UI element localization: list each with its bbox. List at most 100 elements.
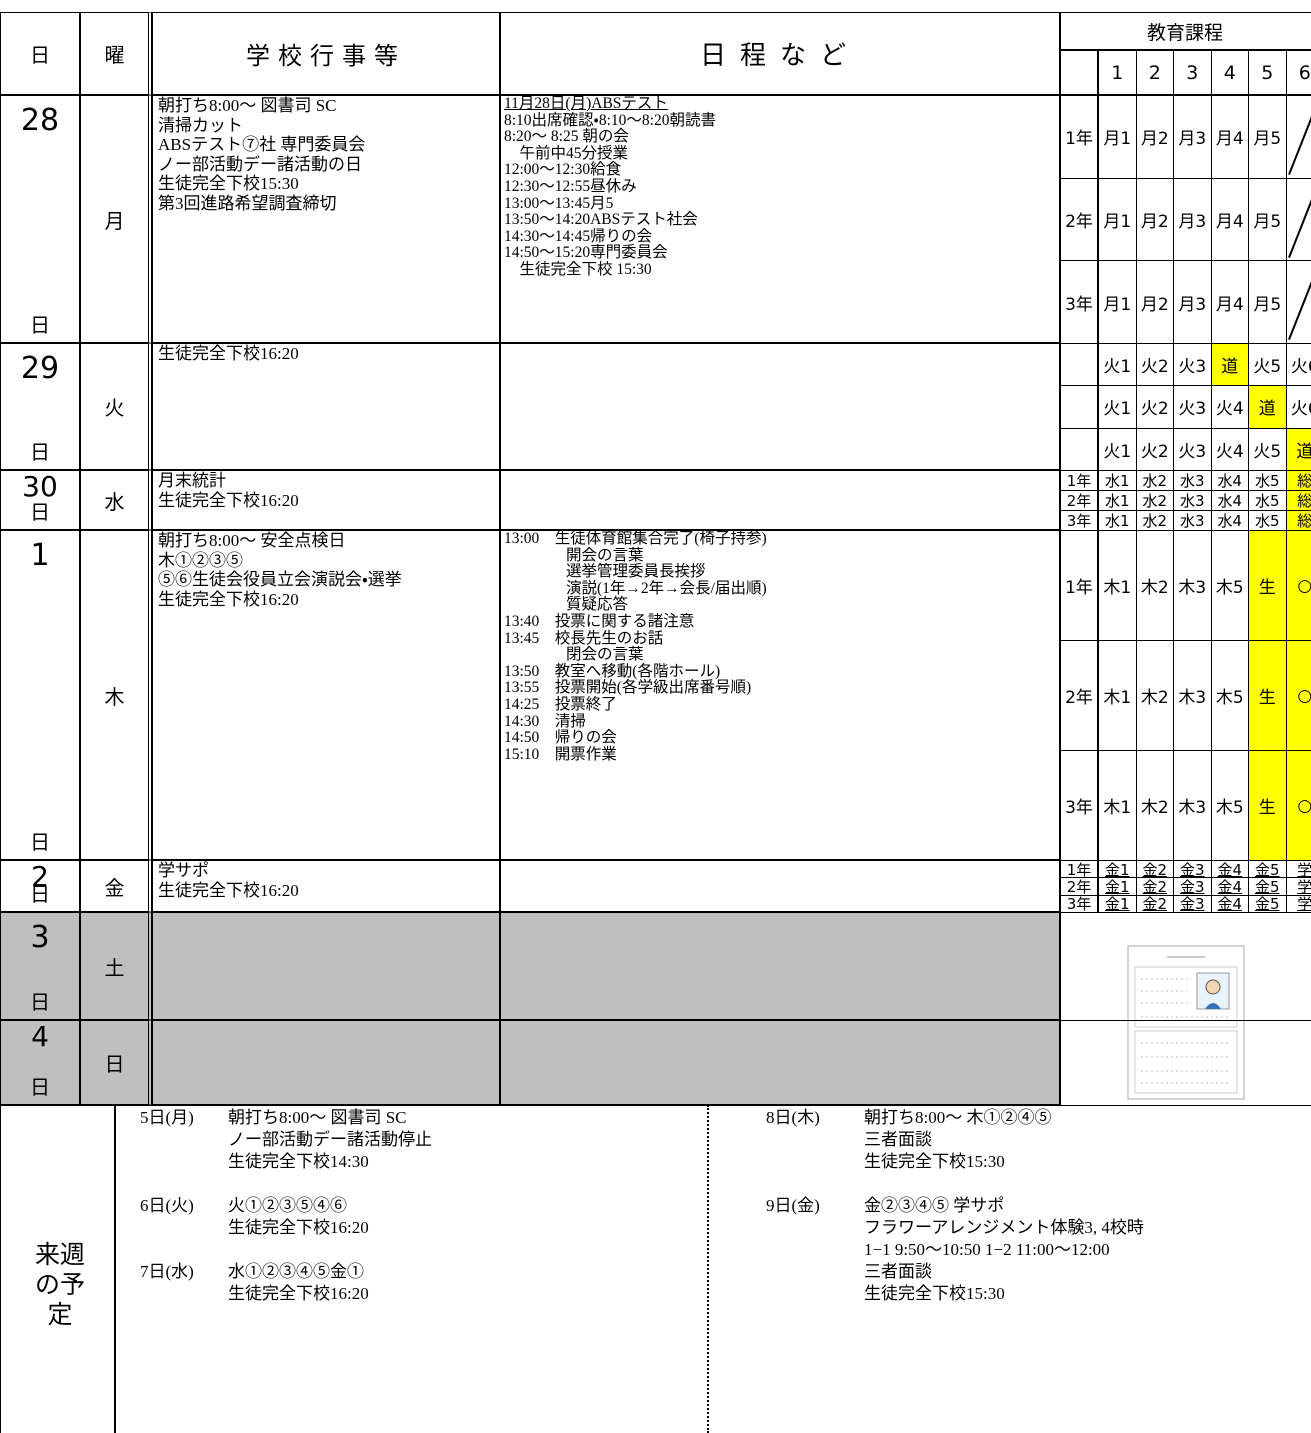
schedule-line: 演説(1年→2年→会長/届出順) [504, 579, 767, 597]
schedule-line: 13:00 生徒体育館集合完了(椅子持参) [504, 530, 767, 547]
date: 4 [31, 1020, 49, 1053]
schedule-line: 14:30～14:45帰りの会 [504, 227, 653, 245]
next-week-line: フラワーアレンジメント体験3, 4校時 [864, 1218, 1144, 1237]
curriculum-cell: 学 [1285, 894, 1311, 913]
curriculum-cell: 木1 [1098, 530, 1137, 641]
grade: 1年 [1060, 95, 1098, 179]
curriculum-cell [1285, 260, 1311, 344]
curriculum-cell: 総 [1285, 470, 1311, 491]
curriculum-cell: 水5 [1248, 470, 1287, 491]
curriculum-cell: 火2 [1135, 385, 1174, 429]
header-blank [1060, 50, 1098, 95]
curriculum-cell: 火3 [1173, 427, 1212, 471]
curriculum-cell: ○ [1285, 640, 1311, 751]
weekday: 金 [80, 860, 152, 912]
weekday: 水 [80, 470, 152, 530]
period-number: 2 [1135, 50, 1174, 95]
next-week-line: 水①②③④⑤金① [228, 1262, 364, 1281]
next-week-line: 朝打ち8:00～ 図書司 SC [228, 1108, 407, 1127]
events-cell [152, 530, 500, 860]
slash [1287, 197, 1311, 258]
next-week-line: ノー部活動デー諸活動停止 [228, 1130, 432, 1149]
next-week-line: 朝打ち8:00～ 木①②④⑤ [864, 1108, 1052, 1127]
curriculum-cell: 水2 [1135, 470, 1174, 491]
period-number: 5 [1248, 50, 1287, 95]
curriculum-cell: 金2 [1135, 894, 1174, 913]
header-curriculum: 教育課程 [1060, 12, 1311, 50]
schedule-line: 13:55 投票開始(各学級出席番号順) [504, 679, 752, 697]
date: 1 [30, 538, 50, 573]
next-week-day: 8日(木) [766, 1108, 820, 1127]
schedule-cell [500, 343, 1060, 470]
date: 28 [20, 103, 60, 138]
event-line: 月末統計 [158, 471, 226, 490]
schedule-line: 11月28日(月)ABSテスト [504, 95, 668, 112]
curriculum-cell: 水1 [1098, 470, 1137, 491]
date-unit: 日 [30, 440, 50, 464]
events-cell [152, 860, 500, 912]
event-line: 生徒完全下校16:20 [158, 589, 299, 609]
curriculum-cell: 木2 [1135, 750, 1174, 861]
next-week-line: 生徒完全下校16:20 [228, 1284, 369, 1303]
schedule-line: 8:10出席確認・8:10～8:20朝読書 [504, 111, 716, 129]
curriculum-cell: 火5 [1248, 427, 1287, 471]
schedule-line: 13:50～14:20ABSテスト社会 [504, 211, 698, 229]
next-week-line: 生徒完全下校16:20 [228, 1218, 369, 1237]
schedule-line: 13:50 教室へ移動(各階ホール) [504, 662, 721, 680]
image-cell [1060, 912, 1311, 1020]
curriculum-cell: 月4 [1210, 260, 1249, 344]
event-line: 第3回進路希望調査締切 [158, 193, 337, 213]
header-day: 日 [0, 12, 80, 95]
schedule-cell [500, 860, 1060, 912]
slash [1287, 280, 1311, 341]
next-week-line: 火①②③⑤④⑥ [228, 1196, 347, 1215]
event-line: ノー部活動デー諸活動の日 [158, 154, 362, 174]
curriculum-cell: 火3 [1173, 385, 1212, 429]
schedule-line: 12:30～12:55昼休み [504, 178, 637, 195]
curriculum-cell: 水4 [1210, 490, 1249, 511]
day-cell [0, 343, 80, 470]
date-unit: 日 [30, 313, 50, 337]
date-unit: 日 [30, 500, 50, 524]
next-week-line: 1−1 9:50～10:50 1−2 11:00～12:00 [864, 1240, 1110, 1259]
event-line: 生徒完全下校16:20 [158, 344, 299, 363]
grade: 2年 [1060, 640, 1098, 751]
date: 2 [31, 860, 49, 893]
next-week-line: 生徒完全下校15:30 [864, 1152, 1005, 1171]
weekday: 月 [80, 95, 152, 343]
events-cell [152, 1020, 500, 1105]
curriculum-cell: 火1 [1098, 385, 1137, 429]
curriculum-cell: 水1 [1098, 490, 1137, 511]
weekday: 木 [80, 530, 152, 860]
curriculum-cell: 生 [1248, 640, 1287, 751]
curriculum-cell: 道 [1285, 427, 1311, 471]
events-cell [152, 95, 500, 343]
next-week-line: 金②③④⑤ 学サポ [864, 1196, 1005, 1215]
curriculum-cell: 水2 [1135, 490, 1174, 511]
date: 29 [20, 351, 60, 386]
curriculum-cell: 月5 [1248, 260, 1287, 344]
curriculum-cell: 火6 [1285, 343, 1311, 387]
schedule-cell [500, 912, 1060, 1020]
curriculum-cell: 月2 [1135, 177, 1174, 262]
weekday: 日 [80, 1020, 152, 1105]
schedule-line: 生徒完全下校 15:30 [504, 261, 652, 278]
grade: 3年 [1060, 894, 1098, 913]
curriculum-cell: 木3 [1173, 750, 1212, 861]
event-line: ⑤⑥生徒会役員立会演説会・選挙 [158, 570, 402, 589]
header-events: 学校行事等 [152, 12, 500, 95]
curriculum-cell: 月3 [1173, 177, 1212, 262]
date-unit: 日 [30, 1075, 50, 1099]
curriculum-cell: 生 [1248, 750, 1287, 861]
grade: 3年 [1060, 510, 1098, 531]
grade: 3年 [1060, 750, 1098, 861]
curriculum-cell: 金4 [1210, 894, 1249, 913]
curriculum-cell: 月1 [1098, 177, 1137, 262]
curriculum-cell: 火3 [1173, 343, 1212, 387]
grade: 1年 [1060, 470, 1098, 491]
next-week-line: 生徒完全下校14:30 [228, 1152, 369, 1171]
curriculum-cell: 火4 [1210, 427, 1249, 471]
curriculum-cell: ○ [1285, 530, 1311, 641]
day-cell [0, 860, 80, 912]
